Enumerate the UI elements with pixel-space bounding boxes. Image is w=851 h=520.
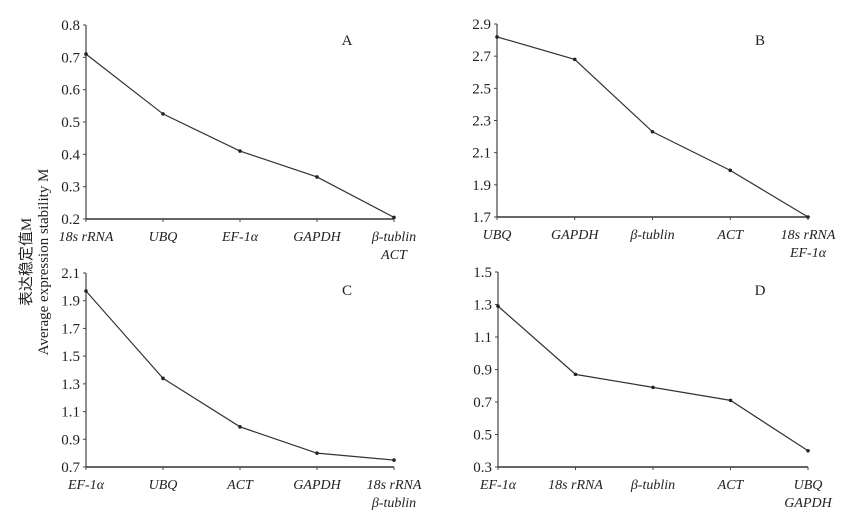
y-tick-label: 1.5 xyxy=(61,349,80,365)
y-tick-label: 1.1 xyxy=(473,330,492,346)
y-tick-label: 1.3 xyxy=(61,377,80,393)
x-tick-label: ACT xyxy=(717,478,745,493)
y-tick-label: 1.3 xyxy=(473,298,492,314)
y-tick-label: 1.1 xyxy=(61,405,80,421)
y-tick-label: 0.5 xyxy=(473,428,492,444)
x-tick-label: ACT xyxy=(226,478,254,493)
series-line xyxy=(496,36,809,218)
x-tick-label-line2: β-tublin xyxy=(371,496,416,511)
panel-label: C xyxy=(342,283,352,299)
x-tick-label: 18s rRNA xyxy=(367,478,422,493)
data-point xyxy=(495,35,499,39)
y-axis-title: 表达稳定值M Average expression stability M xyxy=(18,169,52,356)
data-point xyxy=(572,57,577,62)
data-point xyxy=(573,372,578,377)
panel-A: 0.2 0.3 0.4 0.5 0.6 0.7 0.8 18s rRNA UBQ EF-1α GAP… xyxy=(59,18,417,263)
panel-B: 1.7 1.9 2.1 2.3 2.5 2.7 2.9 UBQ GAPDH β-tublin ACT… xyxy=(472,17,836,261)
y-tick-label: 0.7 xyxy=(61,460,80,476)
y-tick-label: 1.9 xyxy=(472,178,491,194)
data-point xyxy=(496,304,500,308)
x-tick-label: EF-1α xyxy=(67,478,105,493)
x-tick-label: EF-1α xyxy=(479,478,517,493)
x-tick-label: UBQ xyxy=(149,478,178,493)
y-tick-label: 2.1 xyxy=(472,146,491,162)
data-point xyxy=(238,425,242,429)
y-tick-label: 0.6 xyxy=(61,83,80,99)
x-tick-label: EF-1α xyxy=(221,230,259,245)
data-point xyxy=(806,448,810,453)
data-point xyxy=(392,458,396,462)
data-point xyxy=(650,129,655,134)
x-tick-label: 18s rRNA xyxy=(781,228,836,243)
data-point xyxy=(392,215,396,220)
y-tick-label: 0.9 xyxy=(473,363,492,379)
data-point xyxy=(315,451,319,455)
data-point xyxy=(315,175,319,179)
y-tick-label: 2.5 xyxy=(472,81,491,97)
x-tick-label: β-tublin xyxy=(629,228,674,243)
x-tick-label: β-tublin xyxy=(630,478,675,493)
data-point xyxy=(728,168,733,173)
y-tick-label: 2.9 xyxy=(472,17,491,33)
data-point xyxy=(728,398,733,403)
panel-C: 0.7 0.9 1.1 1.3 1.5 1.7 1.9 2.1 EF-1α UBQ ACT GAPDH… xyxy=(61,266,422,511)
x-tick-label: 18s rRNA xyxy=(59,230,114,245)
y-tick-label: 0.7 xyxy=(473,395,492,411)
y-tick-label: 1.7 xyxy=(61,321,80,337)
y-tick-label: 1.5 xyxy=(473,265,492,281)
panel-D: 0.3 0.5 0.7 0.9 1.1 1.3 1.5 EF-1α 18s rRNA β-tubl… xyxy=(473,265,832,511)
data-point xyxy=(84,52,88,56)
y-axis-title-zh: 表达稳定值M xyxy=(18,218,35,306)
x-tick-label-line2: GAPDH xyxy=(784,496,832,511)
panel-label: D xyxy=(755,283,766,299)
x-tick-label-line2: ACT xyxy=(380,248,408,263)
x-tick-label: GAPDH xyxy=(551,228,599,243)
series-line xyxy=(497,305,809,452)
panel-label: B xyxy=(755,33,765,49)
y-tick-label: 0.3 xyxy=(473,460,492,476)
y-tick-label: 2.3 xyxy=(472,114,491,130)
panel-label: A xyxy=(342,33,353,49)
x-tick-label-line2: EF-1α xyxy=(789,246,827,261)
y-tick-label: 0.5 xyxy=(61,115,80,131)
series-line xyxy=(85,290,395,461)
y-tick-label: 0.7 xyxy=(61,50,80,66)
y-tick-label: 0.3 xyxy=(61,180,80,196)
x-tick-label: UBQ xyxy=(794,478,823,493)
series-line xyxy=(85,53,395,218)
data-point xyxy=(238,149,242,153)
y-axis-title-en: Average expression stability M xyxy=(36,169,52,356)
x-tick-label: GAPDH xyxy=(293,230,341,245)
x-tick-label: UBQ xyxy=(149,230,178,245)
y-tick-label: 2.1 xyxy=(61,266,80,282)
data-point xyxy=(161,376,165,381)
y-tick-label: 0.9 xyxy=(61,432,80,448)
data-point xyxy=(651,385,655,390)
x-tick-label: GAPDH xyxy=(293,478,341,493)
y-tick-label: 1.7 xyxy=(472,210,491,226)
y-tick-label: 1.9 xyxy=(61,294,80,310)
x-tick-label: β-tublin xyxy=(371,230,416,245)
data-point xyxy=(161,112,165,116)
y-tick-label: 0.4 xyxy=(61,147,80,163)
x-tick-label: ACT xyxy=(716,228,744,243)
data-point xyxy=(84,289,88,293)
y-tick-label: 2.7 xyxy=(472,49,491,65)
y-tick-label: 0.8 xyxy=(61,18,80,34)
x-tick-label: UBQ xyxy=(483,228,512,243)
y-tick-label: 0.2 xyxy=(61,212,80,228)
x-tick-label: 18s rRNA xyxy=(548,478,603,493)
